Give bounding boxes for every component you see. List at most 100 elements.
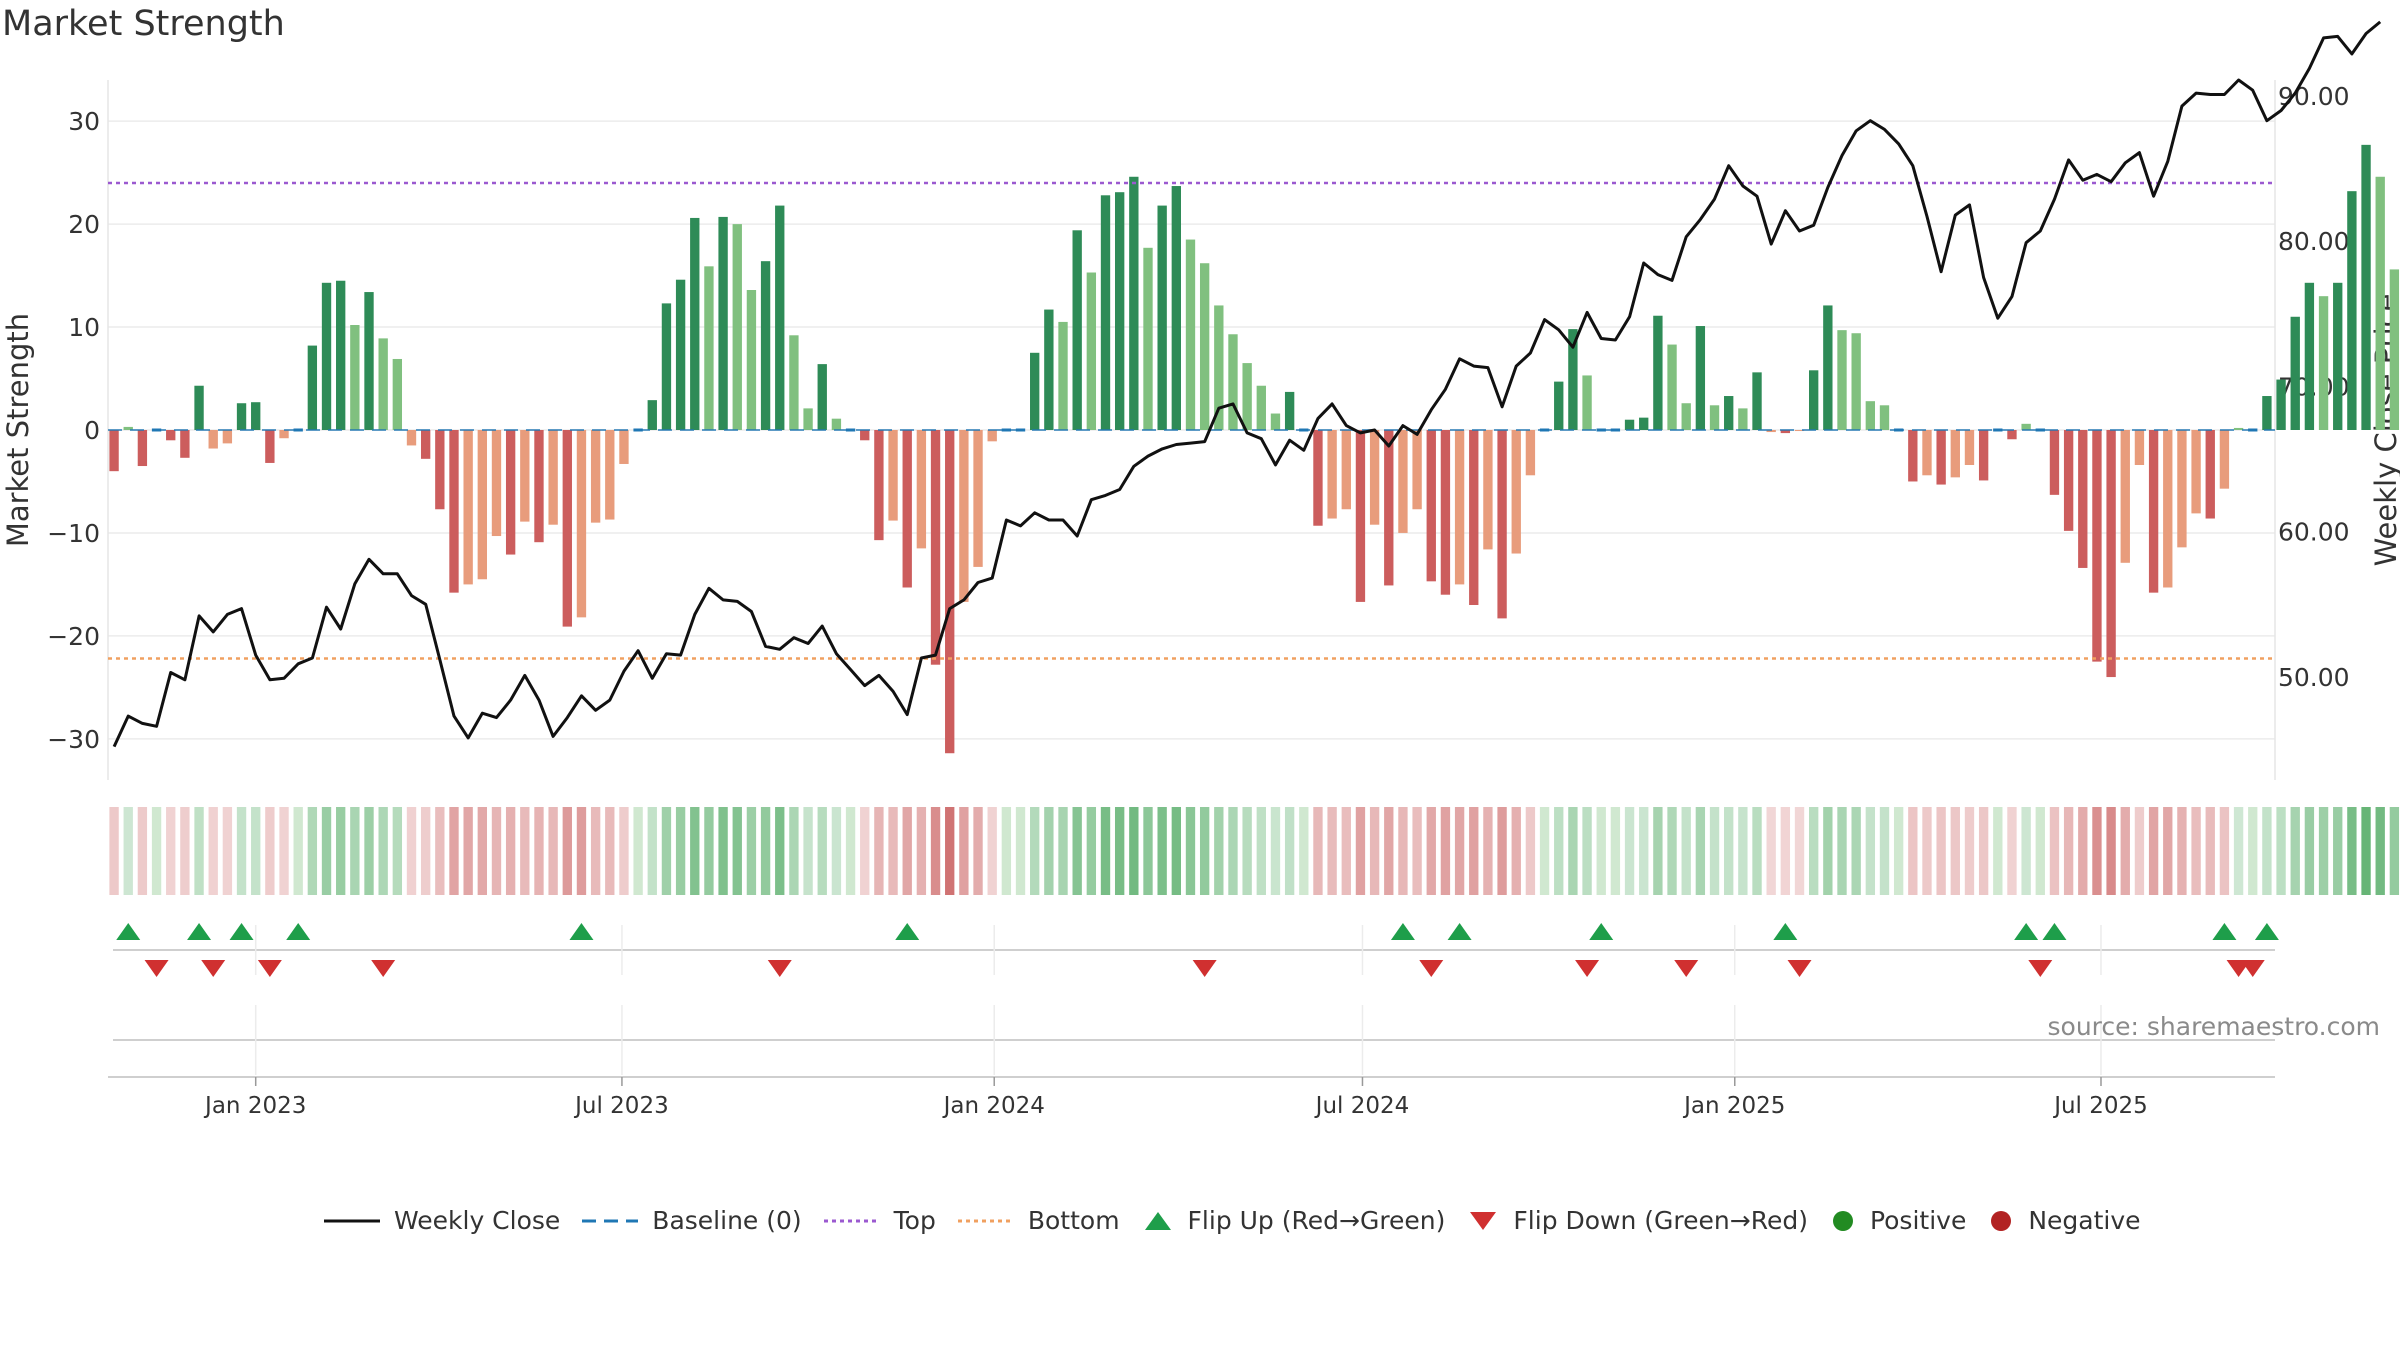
strength-bar (194, 385, 204, 430)
heat-cell (336, 807, 346, 895)
heat-cell (1922, 807, 1932, 895)
heat-cell (2290, 807, 2300, 895)
strength-bar (2304, 282, 2315, 430)
heat-cell (1639, 807, 1649, 895)
heat-cell (2134, 807, 2145, 895)
heat-cell (2092, 807, 2102, 895)
heat-cell (378, 807, 388, 895)
heat-cell (1752, 807, 1762, 895)
strength-bar (562, 430, 572, 627)
flip-up-marker (187, 923, 212, 940)
legend-line-icon (324, 1219, 380, 1222)
heat-cell (902, 807, 912, 895)
strength-bar (180, 430, 190, 458)
heat-cell (1398, 807, 1408, 895)
heat-cell (1554, 807, 1564, 895)
heat-cell (1100, 807, 1111, 895)
heat-cell (109, 807, 119, 895)
strength-bar (704, 266, 714, 430)
heat-cell (2177, 807, 2187, 895)
strength-bar (2177, 430, 2187, 548)
right-tick-label: 50.00 (2278, 663, 2350, 692)
strength-bar (265, 430, 275, 463)
heat-cell (1001, 807, 1012, 895)
heat-cell (1539, 807, 1550, 895)
strength-bar (123, 426, 133, 430)
flip-up-marker (1773, 923, 1798, 940)
heat-cell (1313, 807, 1323, 895)
legend-item-top: Top (822, 1206, 936, 1235)
heat-cell (1214, 807, 1224, 895)
flip-up-marker (1447, 923, 1472, 940)
heat-cell (208, 807, 218, 895)
heat-cell (548, 807, 558, 895)
heat-cell (1780, 807, 1791, 895)
heat-cell (789, 807, 799, 895)
strength-bar (1582, 375, 1592, 430)
strength-bar (2191, 430, 2201, 514)
x-tick-label: Jan 2023 (203, 1093, 306, 1119)
heat-cell (1412, 807, 1422, 895)
strength-bar (251, 402, 261, 430)
heat-cell (562, 807, 572, 895)
legend-label: Flip Up (Red→Green) (1187, 1206, 1446, 1235)
heat-cell (1469, 807, 1479, 895)
strength-bar (1214, 305, 1224, 430)
heat-cell (2318, 807, 2329, 895)
heat-cell (1086, 807, 1097, 895)
heat-cell (2333, 807, 2343, 895)
heat-cell (520, 807, 530, 895)
strength-bar (831, 418, 842, 430)
heat-cell (307, 807, 318, 895)
strength-bar (548, 430, 558, 525)
heat-cell (1483, 807, 1493, 895)
strength-bars (109, 144, 2400, 754)
strength-bar (1185, 239, 1196, 430)
heat-cell (2219, 807, 2230, 895)
strength-bar (166, 430, 176, 441)
strength-bar (2205, 430, 2215, 519)
strength-bar (1936, 430, 1946, 485)
strength-bar (1964, 430, 1975, 465)
strength-bar (1695, 326, 1706, 430)
heat-cell (1724, 807, 1734, 895)
heat-cell (1171, 807, 1181, 895)
heat-cell (2248, 807, 2258, 895)
heat-cell (2233, 807, 2244, 895)
heat-cell (1879, 807, 1890, 895)
strength-bar (1752, 372, 1762, 430)
strength-bar (1865, 401, 1876, 430)
heat-cell (1851, 807, 1861, 895)
flip-up-marker (569, 923, 594, 940)
strength-bar (2120, 430, 2130, 563)
heat-cell (265, 807, 275, 895)
heat-cell (647, 807, 657, 895)
heat-cell (1709, 807, 1720, 895)
strength-bar (2347, 191, 2357, 430)
strength-bar (1454, 430, 1465, 585)
flip-down-marker (2028, 960, 2053, 977)
strength-bar (746, 290, 757, 430)
price-line (112, 20, 2382, 748)
heat-cell (1809, 807, 1819, 895)
left-tick-label: −30 (47, 725, 100, 754)
heat-cell (321, 807, 332, 895)
left-tick-label: 30 (68, 107, 100, 136)
strength-bar (1879, 405, 1890, 430)
strength-bar (1058, 321, 1068, 430)
heat-cell (1256, 807, 1266, 895)
strength-bar (208, 430, 218, 449)
heat-cell (137, 807, 148, 895)
heat-cell (1114, 807, 1125, 895)
strength-bar (817, 364, 827, 430)
strength-bar (789, 335, 799, 430)
heat-cell (435, 807, 445, 895)
strength-bar (1709, 405, 1720, 430)
left-tick-label: 20 (68, 210, 100, 239)
legend-label: Negative (2028, 1206, 2141, 1235)
strength-bar (520, 430, 530, 522)
strength-bar (987, 430, 997, 442)
heat-cell (1129, 807, 1139, 895)
heat-cell (874, 807, 884, 895)
strength-bar (860, 430, 870, 441)
